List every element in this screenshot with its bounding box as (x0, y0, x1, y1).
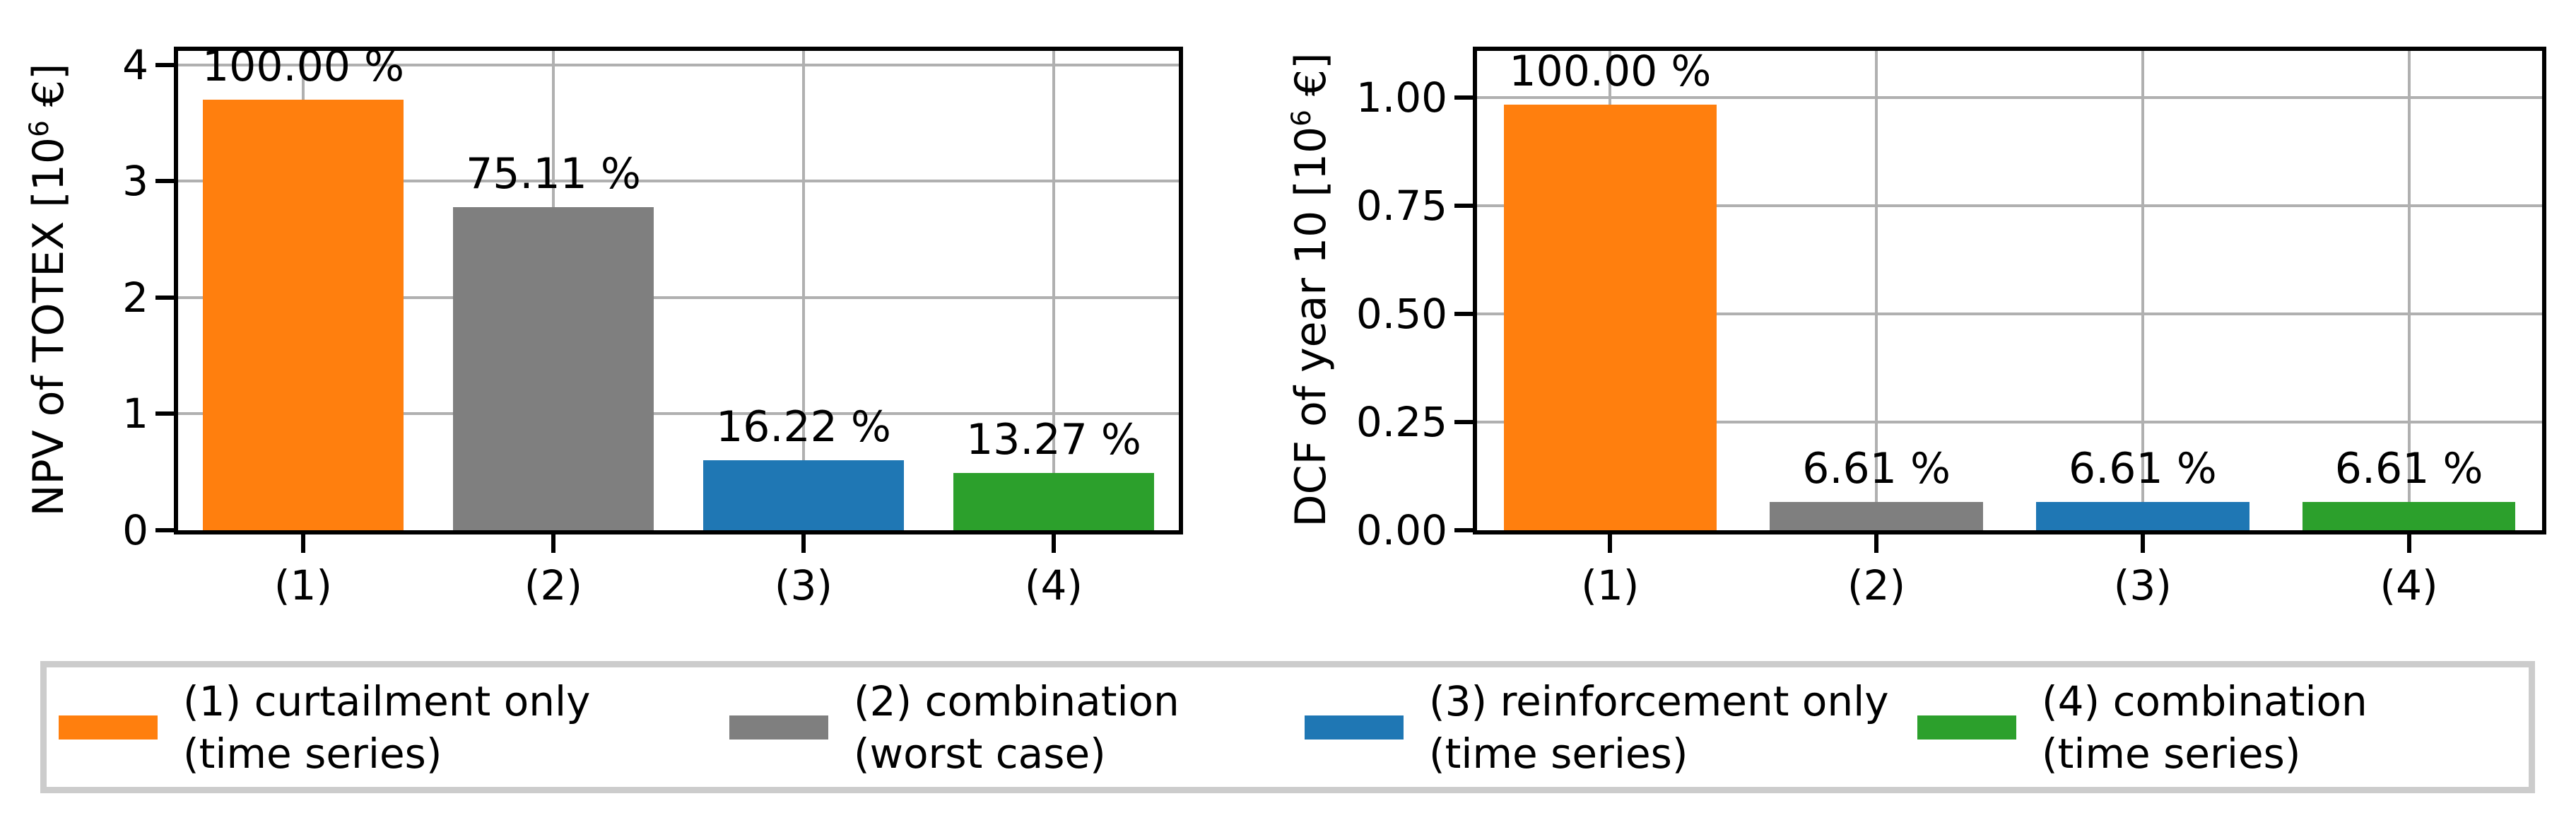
bar-value-label: 6.61 % (2069, 444, 2217, 494)
bar-value-label: 16.22 % (716, 402, 891, 452)
legend-label-line1: (3) reinforcement only (1429, 677, 1889, 725)
x-tick-mark (2140, 534, 2145, 553)
bar-value-label: 6.61 % (2334, 444, 2483, 494)
y-tick-label: 0.75 (1355, 182, 1447, 230)
bar-value-label: 100.00 % (1509, 46, 1712, 96)
legend: (1) curtailment only (time series) (2) com… (40, 661, 2535, 793)
x-tick-label: (3) (2113, 561, 2172, 609)
gridline-horizontal (178, 412, 1179, 416)
bar-(3) (2036, 502, 2249, 530)
legend-entry: (4) combination (time series) (1917, 667, 2368, 787)
bar-(1) (203, 100, 404, 530)
x-tick-mark (1874, 534, 1879, 553)
y-tick-mark (155, 62, 174, 67)
legend-label-line1: (4) combination (2042, 677, 2368, 725)
y-axis-label-superscript: 6 (23, 120, 54, 137)
legend-entry: (1) curtailment only (time series) (59, 667, 590, 787)
legend-swatch-icon (59, 715, 158, 740)
bar-(2) (453, 206, 654, 530)
y-tick-mark (1454, 204, 1473, 209)
y-tick-label: 2 (122, 273, 148, 322)
y-tick-mark (155, 179, 174, 184)
legend-label: (3) reinforcement only (time series) (1429, 675, 1889, 780)
gridline-horizontal (1477, 421, 2542, 424)
bar-value-label: 6.61 % (1802, 444, 1951, 494)
gridline-horizontal (1477, 312, 2542, 316)
bar-(4) (953, 473, 1154, 530)
bar-value-label: 75.11 % (466, 148, 641, 199)
legend-label: (2) combination (worst case) (854, 675, 1180, 780)
y-tick-label: 0.00 (1355, 506, 1447, 554)
x-tick-label: (4) (2380, 561, 2438, 609)
bar-(4) (2302, 502, 2516, 530)
y-tick-mark (1454, 528, 1473, 532)
x-tick-label: (2) (1847, 561, 1906, 609)
legend-label-line1: (1) curtailment only (183, 677, 591, 725)
bar-(1) (1503, 104, 1717, 530)
x-tick-label: (1) (1581, 561, 1640, 609)
gridline-vertical (2407, 51, 2411, 530)
y-tick-label: 0.25 (1355, 398, 1447, 447)
plot-area: 100.00 % 75.11 % 16.22 % 13.27 % (174, 42, 1183, 534)
y-tick-mark (155, 411, 174, 416)
bar-(3) (703, 460, 904, 530)
gridline-horizontal (1477, 96, 2542, 100)
legend-swatch-icon (1917, 715, 2016, 740)
y-tick-label: 3 (122, 157, 148, 206)
x-tick-label: (3) (774, 561, 833, 609)
x-tick-label: (2) (524, 561, 583, 609)
gridline-horizontal (178, 296, 1179, 299)
legend-entry: (2) combination (worst case) (729, 667, 1180, 787)
y-axis-label-superscript: 6 (1286, 110, 1317, 127)
bar-value-label: 13.27 % (966, 415, 1141, 465)
x-tick-mark (1608, 534, 1613, 553)
gridline-vertical (1052, 51, 1055, 530)
y-tick-mark (1454, 95, 1473, 100)
legend-label: (4) combination (time series) (2042, 675, 2368, 780)
gridline-horizontal (178, 180, 1179, 183)
y-tick-label: 0 (122, 506, 148, 554)
gridline-vertical (802, 51, 805, 530)
gridline-horizontal (1477, 204, 2542, 208)
x-tick-mark (551, 534, 555, 553)
y-tick-mark (155, 295, 174, 300)
legend-label: (1) curtailment only (time series) (183, 675, 590, 780)
x-tick-label: (4) (1024, 561, 1083, 609)
x-tick-label: (1) (274, 561, 333, 609)
y-tick-label: 1 (122, 390, 148, 438)
y-tick-mark (1454, 420, 1473, 425)
legend-swatch-icon (1305, 715, 1404, 740)
x-tick-mark (1052, 534, 1056, 553)
legend-label-line1: (2) combination (854, 677, 1180, 725)
legend-label-line2: (time series) (2042, 729, 2301, 778)
y-tick-mark (155, 528, 174, 532)
gridline-horizontal (178, 63, 1179, 66)
legend-swatch-icon (729, 715, 828, 740)
x-tick-mark (2406, 534, 2411, 553)
y-tick-label: 1.00 (1355, 74, 1447, 122)
gridline-vertical (1875, 51, 1878, 530)
legend-label-line2: (time series) (1429, 729, 1688, 778)
y-tick-label: 0.50 (1355, 290, 1447, 339)
legend-label-line2: (worst case) (854, 729, 1106, 778)
gridline-vertical (2141, 51, 2144, 530)
y-tick-mark (1454, 312, 1473, 317)
legend-entry: (3) reinforcement only (time series) (1305, 667, 1889, 787)
bar-value-label: 100.00 % (201, 42, 405, 92)
y-tick-label: 4 (122, 40, 148, 89)
x-tick-mark (301, 534, 305, 553)
plot-area: 100.00 % 6.61 % 6.61 % 6.61 % (1473, 47, 2546, 534)
bar-(2) (1770, 502, 1983, 530)
legend-label-line2: (time series) (183, 729, 442, 778)
x-tick-mark (801, 534, 806, 553)
